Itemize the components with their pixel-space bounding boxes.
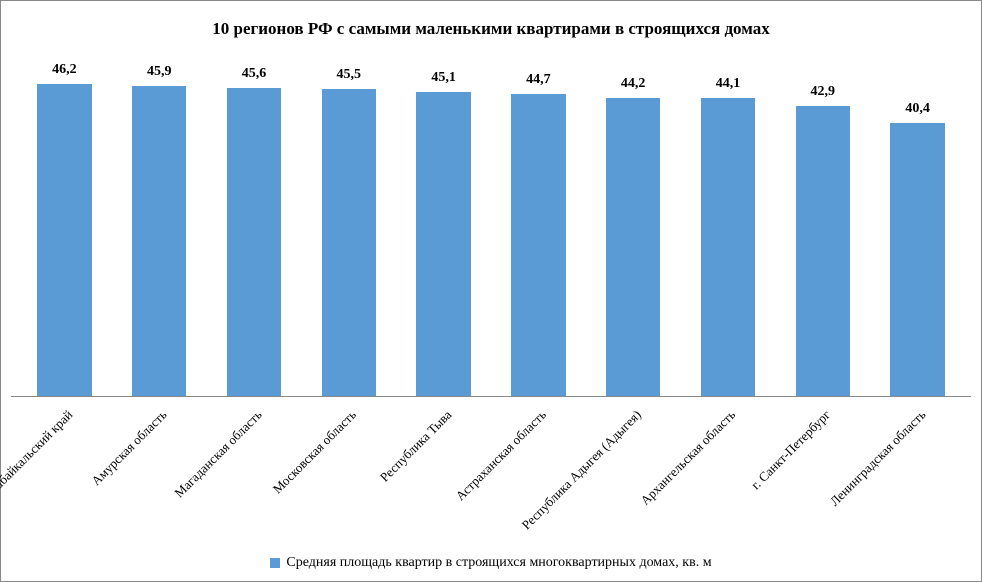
chart-title: 10 регионов РФ с самыми маленькими кварт… (11, 19, 971, 39)
bar-group: 46,2 (19, 47, 110, 396)
bar-value-label: 44,2 (621, 76, 646, 92)
bar (606, 98, 660, 396)
bar (796, 106, 850, 396)
bar-value-label: 44,1 (716, 76, 741, 92)
bar-value-label: 45,6 (242, 66, 267, 82)
bar-group: 40,4 (872, 47, 963, 396)
bar-group: 42,9 (777, 47, 868, 396)
bar (511, 94, 565, 396)
bar-group: 45,6 (209, 47, 300, 396)
bar-value-label: 44,7 (526, 72, 551, 88)
bar (322, 89, 376, 396)
bar (890, 123, 944, 396)
bar-group: 45,5 (303, 47, 394, 396)
bar-value-label: 45,5 (337, 67, 362, 83)
bar-value-label: 40,4 (905, 101, 930, 117)
bar-value-label: 42,9 (811, 84, 836, 100)
x-axis-labels: Забайкальский край Амурская область Мага… (11, 401, 971, 551)
bar (227, 88, 281, 396)
chart-container: 10 регионов РФ с самыми маленькими кварт… (0, 0, 982, 582)
legend-swatch (270, 558, 280, 568)
bar-value-label: 45,1 (431, 70, 456, 86)
legend-label: Средняя площадь квартир в строящихся мно… (286, 555, 711, 571)
legend: Средняя площадь квартир в строящихся мно… (11, 555, 971, 571)
bar-value-label: 46,2 (52, 62, 77, 78)
bar-group: 44,7 (493, 47, 584, 396)
bar-value-label: 45,9 (147, 64, 172, 80)
bar-group: 45,1 (398, 47, 489, 396)
bar-group: 44,1 (683, 47, 774, 396)
bar (701, 98, 755, 396)
bar (132, 86, 186, 396)
bar-group: 45,9 (114, 47, 205, 396)
bar (37, 84, 91, 396)
bar (416, 92, 470, 396)
bar-group: 44,2 (588, 47, 679, 396)
x-label: Забайкальский край (0, 407, 76, 497)
plot-area: 46,2 45,9 45,6 45,5 45,1 44,7 44,2 44,1 (11, 47, 971, 397)
x-label-wrap: Ленинградская область (872, 401, 963, 551)
